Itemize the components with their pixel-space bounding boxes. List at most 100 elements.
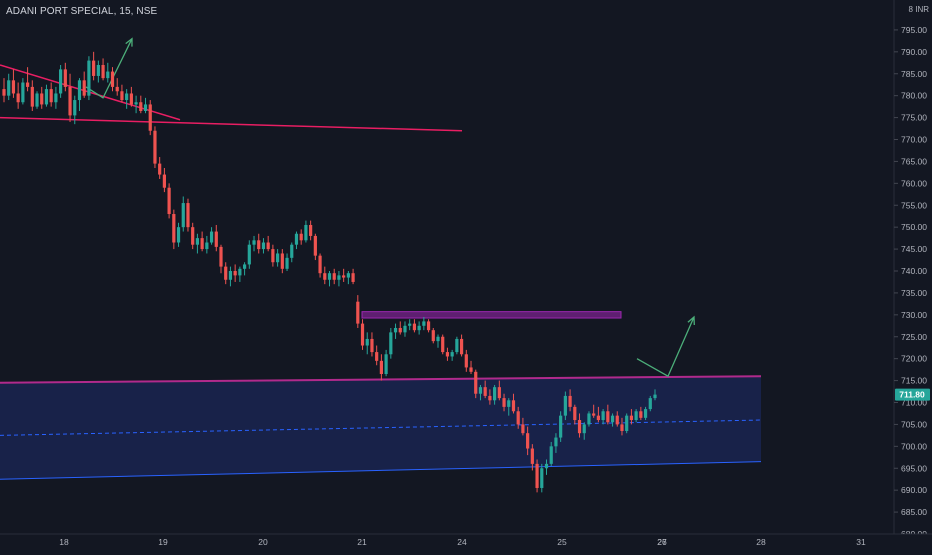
candle-body [601,411,605,421]
time-tick-label: 18 [59,537,69,547]
projection-arrow-path[interactable] [636,316,695,378]
candle-body [191,227,195,245]
candle-body [577,420,582,434]
candle-body [521,424,525,434]
candle-body [488,395,492,401]
candle-body [162,174,166,188]
candle-body [332,273,336,280]
candle-body [35,93,39,107]
price-tick-label: 705.00 [901,419,927,429]
candle-body [625,415,629,431]
time-tick-label: 28 [756,537,766,547]
candle-body [327,273,332,280]
candle-body [313,235,317,256]
candle-body [596,415,600,421]
candle-body [497,387,501,399]
price-tick-label: 730.00 [901,310,927,320]
projection-arrow-path[interactable] [85,38,133,99]
candle-body [261,242,266,250]
candle-body [16,93,20,103]
candle-body [148,104,152,131]
channel-upper-line[interactable] [0,375,762,384]
candle-body [318,255,322,274]
symbol-title[interactable]: ADANI PORT SPECIAL, 15, NSE [6,6,158,17]
price-tick-label: 695.00 [901,463,927,473]
candle-body [120,91,124,101]
projection-arrow-head[interactable] [687,315,695,326]
candle-body [648,398,652,410]
candle-body [346,273,350,278]
price-tick-label: 775.00 [901,113,927,123]
last-price-badge[interactable] [895,388,930,401]
candle-body [653,394,657,399]
candle-body [82,80,86,96]
candle-body [620,424,624,431]
candle-body [271,249,275,263]
price-tick-label: 780.00 [901,91,927,101]
candle-body [530,448,534,464]
price-tick-label: 740.00 [901,266,927,276]
candle-body [493,387,497,401]
candle-body [110,71,115,87]
candle-body [469,367,473,372]
candle-body [483,387,487,396]
price-tick-label: 685.00 [901,507,927,517]
price-tick-label: 765.00 [901,156,927,166]
channel-midline[interactable] [0,419,762,436]
candle-body [285,257,289,269]
price-axis-background [894,0,932,534]
time-tick-label: 19 [158,537,168,547]
candle-body [639,411,643,418]
candle-body [290,244,294,258]
time-tick-label: 20 [258,537,268,547]
channel-lower-line[interactable] [0,461,762,480]
candle-body [526,433,530,449]
candle-body [535,463,539,488]
candle-body [205,242,209,250]
candle-body [455,338,459,353]
candle-body [408,323,412,326]
candle-body [49,89,53,103]
price-tick-label: 790.00 [901,47,927,57]
candle-body [389,332,393,355]
time-tick-label: 31 [856,537,866,547]
candle-body [629,415,634,421]
candle-body [200,238,204,250]
candle-body [30,86,34,107]
time-tick-label: 24 [457,537,467,547]
candle-body [337,275,341,280]
candle-body [615,415,619,425]
time-tick-label: 26 [657,537,667,547]
candle-body [181,203,185,228]
candle-body [544,463,549,469]
price-tick-label: 750.00 [901,222,927,232]
resistance-zone[interactable] [361,311,622,319]
candle-body [40,93,44,105]
candle-body [370,338,374,353]
candle-body [398,327,402,333]
support-line[interactable] [0,116,463,132]
candle-body [2,89,6,96]
time-tick-label: 27 [657,537,667,547]
candle-body [643,409,648,418]
candle-body [21,82,25,103]
time-tick-label: 25 [557,537,567,547]
candle-body [342,275,346,278]
candle-body [96,64,100,76]
price-tick-label: 720.00 [901,354,927,364]
projection-arrow-head[interactable] [125,37,133,47]
candle-body [323,273,327,280]
candle-body [634,411,638,421]
candle-body [478,387,483,394]
currency-label: 8 INR [909,5,930,14]
candle-body [592,413,596,416]
candle-body [412,323,417,331]
candle-body [379,360,383,375]
candle-body [134,102,138,105]
candles-layer [2,51,657,493]
candle-body [238,268,242,276]
candle-body [11,80,16,94]
